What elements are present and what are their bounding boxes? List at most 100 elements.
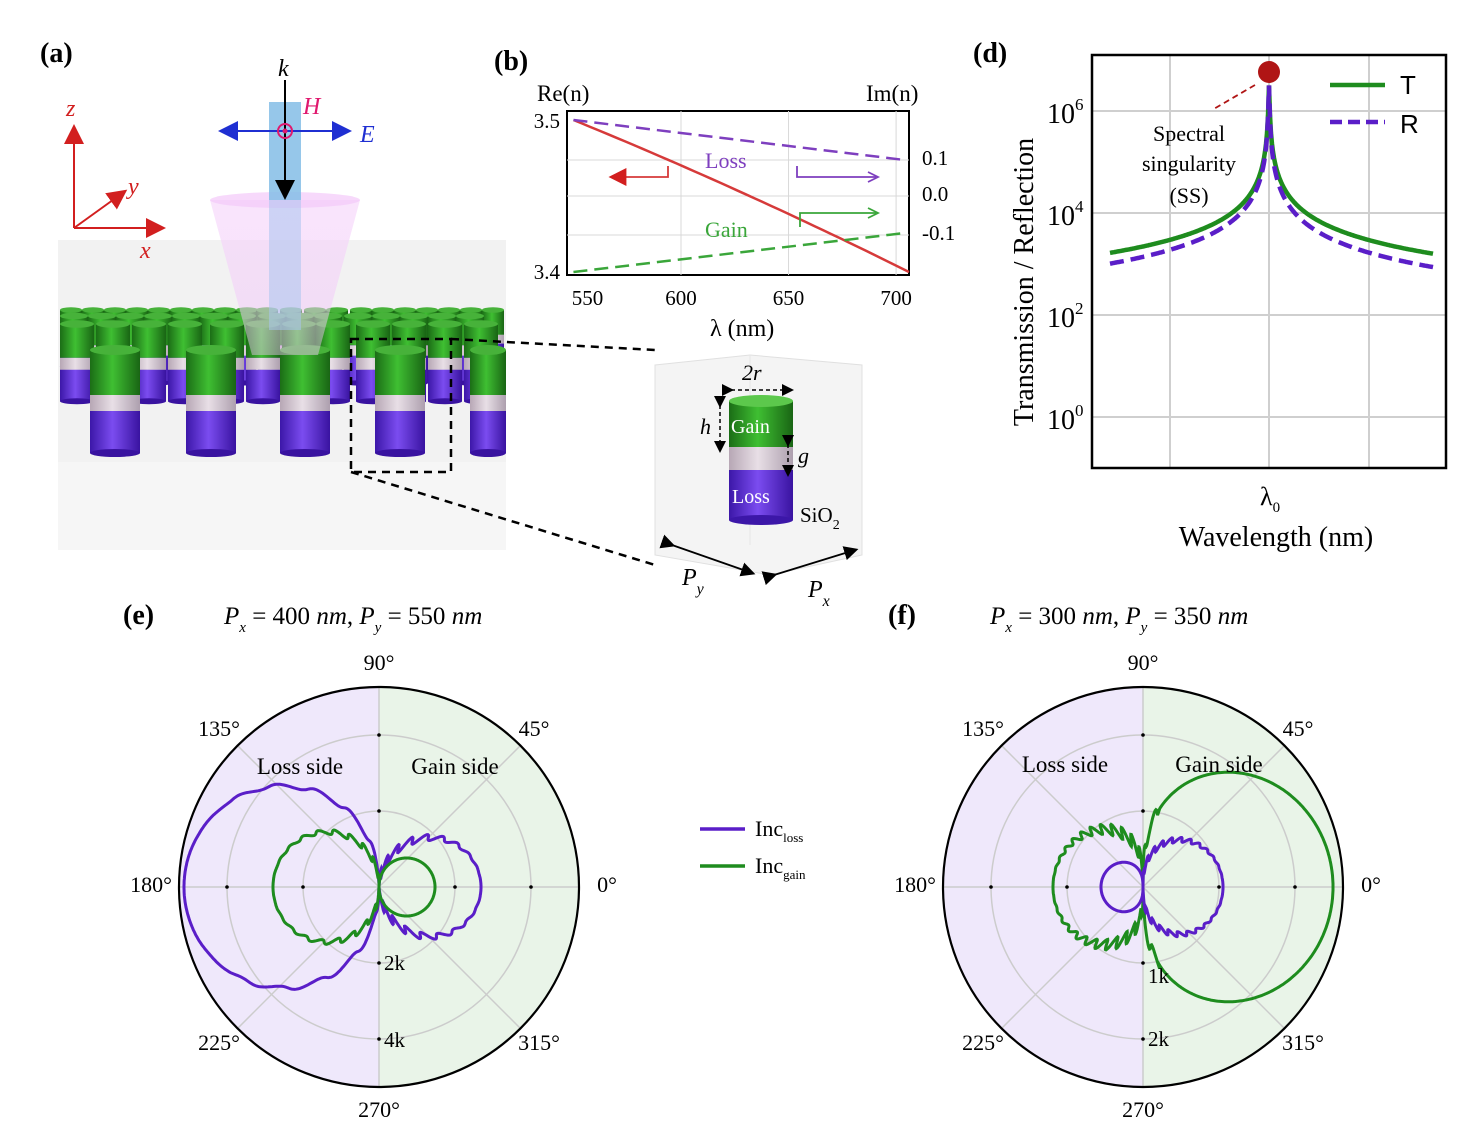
pillar-loss: [280, 411, 330, 453]
radial-tick-f-2: 2k: [1148, 1027, 1170, 1051]
pillar-gain-top: [90, 345, 140, 355]
panel-a: (a) z y x k H E: [40, 38, 656, 567]
pillar-gain-top: [82, 307, 104, 313]
right-tick-label: -0.1: [922, 221, 955, 245]
angle-label: 135°: [198, 716, 240, 741]
pillar-gain: [375, 350, 425, 395]
zoom-line-bottom: [350, 470, 656, 567]
pillar-gain-top: [210, 320, 244, 328]
pillar-gap: [470, 395, 506, 411]
pillar-loss: [246, 369, 280, 402]
x-tick-label: 700: [880, 286, 912, 310]
panel-b: (b) Re(n) Im(n) 3.5 3.4 0.1 0.0 -0.1 550 600 65…: [494, 46, 955, 342]
plot-b-frame: [566, 110, 910, 276]
angle-label: 180°: [130, 872, 172, 897]
zoom-line-top: [450, 337, 656, 352]
unit-cell: 2r h g Gain Loss SiO2 Py Px: [654, 354, 863, 610]
unit-gain-label: Gain: [731, 416, 770, 438]
pillar-gain-top: [456, 312, 484, 320]
pillar-gain-top: [132, 320, 166, 328]
pillar-loss-base: [132, 398, 166, 405]
angle-label: 315°: [1282, 1030, 1324, 1055]
pillar-loss: [428, 369, 462, 402]
plot-d-xlabel: Wavelength (nm): [1179, 522, 1373, 553]
pillar-gain-top: [200, 312, 228, 320]
panel-label-f: (f): [888, 600, 916, 631]
legend-t-label: T: [1400, 70, 1416, 100]
panel-label-e: (e): [123, 600, 154, 631]
curve-im-gain: [573, 231, 905, 274]
polar-tick-dot: [1217, 885, 1221, 889]
angle-label: 45°: [1283, 716, 1314, 741]
axis-y-label: y: [126, 174, 139, 200]
right-tick-label: 0.0: [922, 182, 948, 206]
angle-label: 90°: [364, 650, 395, 675]
y-tick-label: 100: [1047, 401, 1084, 436]
loss-side-label-e: Loss side: [257, 754, 343, 779]
annotation-line-1: Spectral: [1153, 121, 1225, 146]
pillar-gap: [280, 395, 330, 411]
y-tick-label: 104: [1047, 197, 1084, 232]
gain-side-label-e: Gain side: [411, 754, 499, 779]
polar-e-angle-labels: 90° 45° 0° 315° 270° 225° 180° 135°: [130, 650, 617, 1122]
substrate-lower: [58, 462, 506, 550]
panel-label-a: (a): [40, 38, 73, 69]
polar-tick-dot: [989, 885, 993, 889]
pillar-gain-top: [170, 307, 192, 313]
plot-b-curves: [573, 118, 910, 274]
angle-label: 270°: [1122, 1097, 1164, 1122]
px-arrow: [761, 546, 859, 586]
pillar-gain-top: [60, 320, 94, 328]
gain-label: Gain: [705, 217, 748, 242]
pillar-gain-top: [392, 320, 426, 328]
left-tick-label: 3.4: [534, 260, 561, 284]
h-field-dot: [282, 128, 288, 134]
unit-loss-cylinder: [729, 470, 793, 520]
py-label: Py: [681, 565, 705, 598]
radial-tick-e-2: 4k: [384, 1028, 406, 1052]
y-tick-label: 102: [1047, 299, 1084, 334]
pillar-loss-base: [90, 449, 140, 457]
angle-label: 180°: [894, 872, 936, 897]
loss-side-label-f: Loss side: [1022, 752, 1108, 777]
pillar-loss-base: [470, 449, 506, 457]
pillar-loss-base: [246, 398, 280, 405]
singularity-point: [1258, 61, 1280, 83]
polar-tick-dot: [1141, 733, 1145, 737]
pillar-gain-top: [394, 307, 416, 313]
panel-label-d: (d): [973, 38, 1007, 69]
polar-tick-dot: [529, 885, 533, 889]
pillar-gap: [246, 357, 280, 370]
substrate-label: SiO2: [800, 503, 840, 533]
polar-tick-dot: [1293, 885, 1297, 889]
axis-x-label: x: [139, 238, 151, 264]
pillar-gap: [60, 357, 94, 370]
pillar-gain: [470, 350, 506, 395]
pillar-loss-base: [186, 449, 236, 457]
panel-label-b: (b): [494, 46, 528, 77]
plot-b-ticks: 3.5 3.4 0.1 0.0 -0.1 550 600 650 700: [534, 109, 956, 310]
panel-f: (f) Px = 300 nm, Py = 350 nm Loss side G…: [888, 600, 1381, 1122]
panel-f-title: Px = 300 nm, Py = 350 nm: [989, 603, 1248, 636]
polar-tick-dot: [1141, 1037, 1145, 1041]
pillar-gain-top: [88, 312, 116, 320]
h-label: H: [302, 94, 322, 120]
pillar-gain-top: [344, 312, 372, 320]
annotation-line-3: (SS): [1169, 183, 1208, 208]
pillar-gain-top: [460, 307, 482, 313]
reflection-curve: [1109, 85, 1434, 270]
gain-arrow: [799, 207, 881, 227]
angle-label: 225°: [962, 1030, 1004, 1055]
h-field-symbol: [277, 123, 293, 139]
pillar-gap: [90, 395, 140, 411]
panel-e: (e) Px = 400 nm, Py = 550 nm Loss side G…: [123, 600, 617, 1122]
coordinate-axes: [64, 124, 166, 238]
gain-side-label-f: Gain side: [1175, 752, 1263, 777]
curve-re-n: [573, 118, 910, 274]
loss-arrow: [796, 166, 881, 183]
angle-label: 45°: [519, 716, 550, 741]
singularity-pointer: [1211, 84, 1256, 111]
pillar-gain-top: [168, 320, 202, 328]
angle-label: 315°: [518, 1030, 560, 1055]
